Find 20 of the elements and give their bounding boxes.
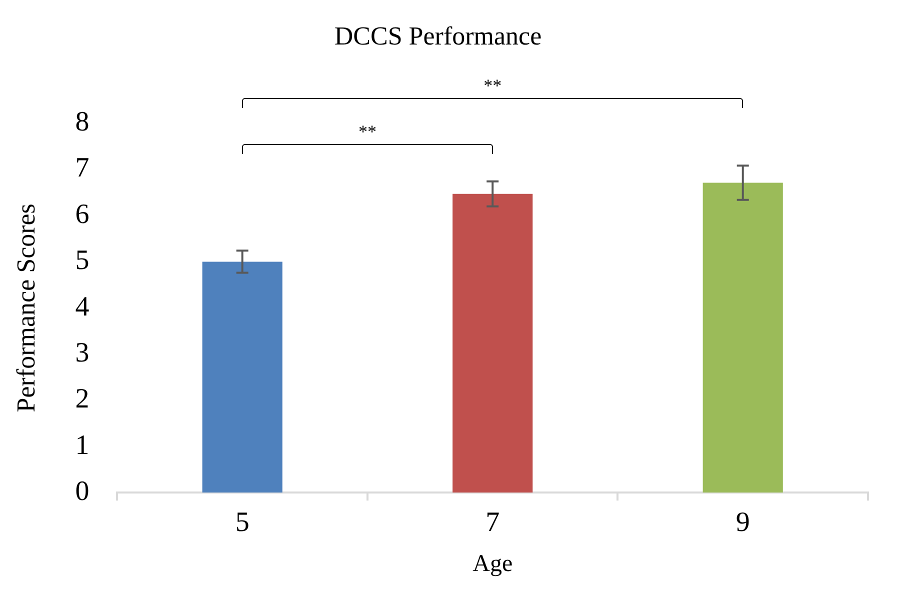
y-tick-label: 0 [75, 476, 90, 507]
x-axis-title: Age [472, 550, 513, 577]
y-tick-label: 2 [75, 384, 90, 415]
y-tick-label: 1 [75, 430, 90, 461]
y-axis-title: Performance Scores [11, 204, 40, 412]
y-tick-label: 6 [75, 198, 90, 230]
x-tick-label: 7 [486, 506, 500, 538]
y-tick-label: 3 [75, 337, 90, 368]
bar [702, 182, 783, 493]
bar [452, 194, 533, 493]
y-tick-label: 4 [75, 291, 90, 322]
x-tick-label: 5 [235, 506, 250, 538]
bar [202, 262, 282, 493]
annotation: ** [358, 122, 376, 142]
text: ** [484, 76, 502, 96]
y-tick-label: 7 [75, 152, 90, 184]
y-tick-label: 8 [75, 106, 90, 138]
y-tick-label: 5 [75, 245, 90, 276]
x-tick-label: 9 [736, 506, 750, 538]
chart-title: DCCS Performance [334, 21, 542, 50]
